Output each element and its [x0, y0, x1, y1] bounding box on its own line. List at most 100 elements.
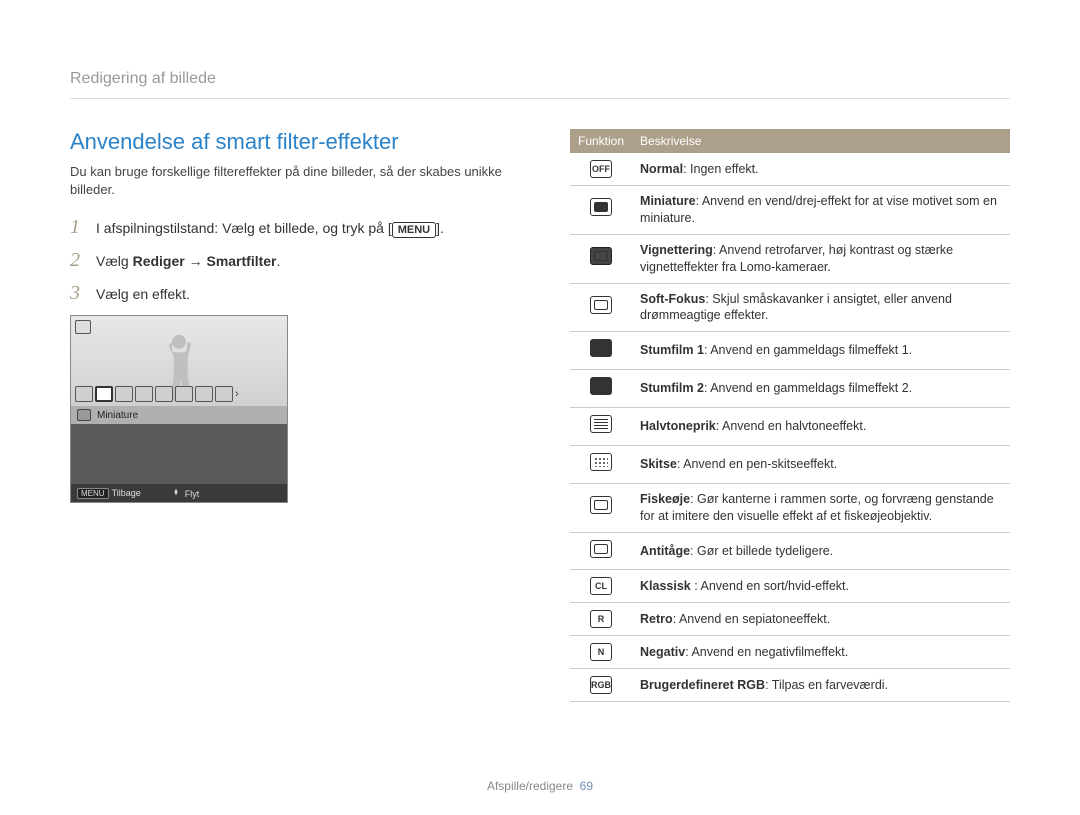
table-row: Skitse: Anvend en pen-skitseeffekt. [570, 445, 1010, 483]
step-1: 1 I afspilningstilstand: Vælg et billede… [70, 216, 510, 239]
display-icon [75, 320, 91, 334]
table-row: Fiskeøje: Gør kanterne i rammen sorte, o… [570, 483, 1010, 532]
content-columns: Anvendelse af smart filter-effekter Du k… [70, 129, 1010, 702]
camera-preview: › [71, 316, 287, 406]
th-function: Funktion [570, 129, 632, 153]
step-number: 2 [70, 249, 84, 272]
filter-chip[interactable] [155, 386, 173, 402]
filter-icon-cell [570, 186, 632, 235]
filter-icon: N [590, 643, 612, 661]
filter-icon-cell: RGB [570, 669, 632, 702]
table-row: R Retro: Anvend en sepiatoneeffekt. [570, 603, 1010, 636]
filter-icon: R [590, 610, 612, 628]
filter-icon [590, 247, 612, 265]
section-title: Anvendelse af smart filter-effekter [70, 129, 510, 155]
filter-icon-cell: OFF [570, 153, 632, 186]
left-column: Anvendelse af smart filter-effekter Du k… [70, 129, 510, 702]
filter-desc-cell: Fiskeøje: Gør kanterne i rammen sorte, o… [632, 483, 1010, 532]
more-indicator: › [235, 388, 239, 400]
table-row: Stumfilm 1: Anvend en gammeldags filmeff… [570, 332, 1010, 370]
step-text: Vælg en effekt. [96, 286, 190, 302]
filter-chip[interactable] [175, 386, 193, 402]
filter-icon: RGB [590, 676, 612, 694]
filter-icon-cell [570, 532, 632, 570]
filter-table: Funktion Beskrivelse OFF Normal: Ingen ef… [570, 129, 1010, 702]
table-row: Antitåge: Gør et billede tydeligere. [570, 532, 1010, 570]
right-column: Funktion Beskrivelse OFF Normal: Ingen ef… [570, 129, 1010, 702]
step-text: I afspilningstilstand: Vælg et billede, … [96, 220, 444, 238]
filter-chip-selected[interactable] [95, 386, 113, 402]
table-row: CL Klassisk : Anvend en sort/hvid-effekt. [570, 570, 1010, 603]
filter-icon-cell [570, 445, 632, 483]
page-footer: Afspille/redigere 69 [0, 779, 1080, 793]
filter-icon-row: › [75, 386, 287, 402]
filter-icon [590, 496, 612, 514]
step-text: Vælg Rediger → Smartfilter. [96, 253, 280, 269]
filter-desc-cell: Halvtoneprik: Anvend en halvtoneeffekt. [632, 408, 1010, 446]
menu-button-label: MENU [392, 222, 436, 238]
filter-icon-cell [570, 483, 632, 532]
table-row: Vignettering: Anvend retrofarver, høj ko… [570, 234, 1010, 283]
table-row: N Negativ: Anvend en negativfilmeffekt. [570, 636, 1010, 669]
camera-controls: MENUTilbage Flyt [71, 484, 287, 502]
filter-desc-cell: Negativ: Anvend en negativfilmeffekt. [632, 636, 1010, 669]
filter-chip[interactable] [115, 386, 133, 402]
filter-icon-cell [570, 370, 632, 408]
filter-icon [590, 339, 612, 357]
breadcrumb: Redigering af billede [70, 70, 1010, 99]
filter-icon [590, 198, 612, 216]
filter-chip[interactable] [215, 386, 233, 402]
filter-desc-cell: Vignettering: Anvend retrofarver, høj ko… [632, 234, 1010, 283]
filter-desc-cell: Miniature: Anvend en vend/drej-effekt fo… [632, 186, 1010, 235]
table-row: Miniature: Anvend en vend/drej-effekt fo… [570, 186, 1010, 235]
th-description: Beskrivelse [632, 129, 1010, 153]
step-number: 1 [70, 216, 84, 239]
step-number: 3 [70, 282, 84, 305]
back-control[interactable]: MENUTilbage [77, 488, 141, 499]
move-control[interactable]: Flyt [171, 487, 200, 499]
filter-icon [590, 296, 612, 314]
filter-icon: OFF [590, 160, 612, 178]
filter-icon-cell [570, 283, 632, 332]
table-row: Halvtoneprik: Anvend en halvtoneeffekt. [570, 408, 1010, 446]
filter-icon-cell [570, 332, 632, 370]
filter-icon [590, 415, 612, 433]
filter-icon [590, 377, 612, 395]
nav-icon [171, 487, 181, 497]
filter-desc-cell: Antitåge: Gør et billede tydeligere. [632, 532, 1010, 570]
camera-empty-area [71, 424, 287, 484]
camera-screenshot: › Miniature MENUTilbage Flyt [70, 315, 288, 503]
filter-icon-cell [570, 234, 632, 283]
filter-icon-cell [570, 408, 632, 446]
filter-icon-cell: CL [570, 570, 632, 603]
page-number: 69 [580, 779, 593, 793]
filter-desc-cell: Brugerdefineret RGB: Tilpas en farveværd… [632, 669, 1010, 702]
camera-filter-label: Miniature [71, 406, 287, 424]
filter-desc-cell: Stumfilm 2: Anvend en gammeldags filmeff… [632, 370, 1010, 408]
miniature-icon [77, 409, 91, 421]
intro-text: Du kan bruge forskellige filtereffekter … [70, 163, 510, 198]
footer-section: Afspille/redigere [487, 779, 573, 793]
filter-icon-cell: N [570, 636, 632, 669]
filter-chip[interactable] [195, 386, 213, 402]
filter-chip[interactable] [135, 386, 153, 402]
filter-desc-cell: Normal: Ingen effekt. [632, 153, 1010, 186]
filter-desc-cell: Skitse: Anvend en pen-skitseeffekt. [632, 445, 1010, 483]
filter-chip[interactable] [75, 386, 93, 402]
filter-desc-cell: Klassisk : Anvend en sort/hvid-effekt. [632, 570, 1010, 603]
menu-chip: MENU [77, 488, 109, 499]
table-row: Soft-Fokus: Skjul småskavanker i ansigte… [570, 283, 1010, 332]
filter-icon [590, 540, 612, 558]
filter-icon [590, 453, 612, 471]
steps-list: 1 I afspilningstilstand: Vælg et billede… [70, 216, 510, 305]
table-row: OFF Normal: Ingen effekt. [570, 153, 1010, 186]
table-row: RGB Brugerdefineret RGB: Tilpas en farvev… [570, 669, 1010, 702]
filter-icon: CL [590, 577, 612, 595]
filter-label-text: Miniature [97, 410, 138, 421]
step-2: 2 Vælg Rediger → Smartfilter. [70, 249, 510, 272]
filter-desc-cell: Retro: Anvend en sepiatoneeffekt. [632, 603, 1010, 636]
step-3: 3 Vælg en effekt. [70, 282, 510, 305]
table-row: Stumfilm 2: Anvend en gammeldags filmeff… [570, 370, 1010, 408]
filter-desc-cell: Soft-Fokus: Skjul småskavanker i ansigte… [632, 283, 1010, 332]
filter-desc-cell: Stumfilm 1: Anvend en gammeldags filmeff… [632, 332, 1010, 370]
